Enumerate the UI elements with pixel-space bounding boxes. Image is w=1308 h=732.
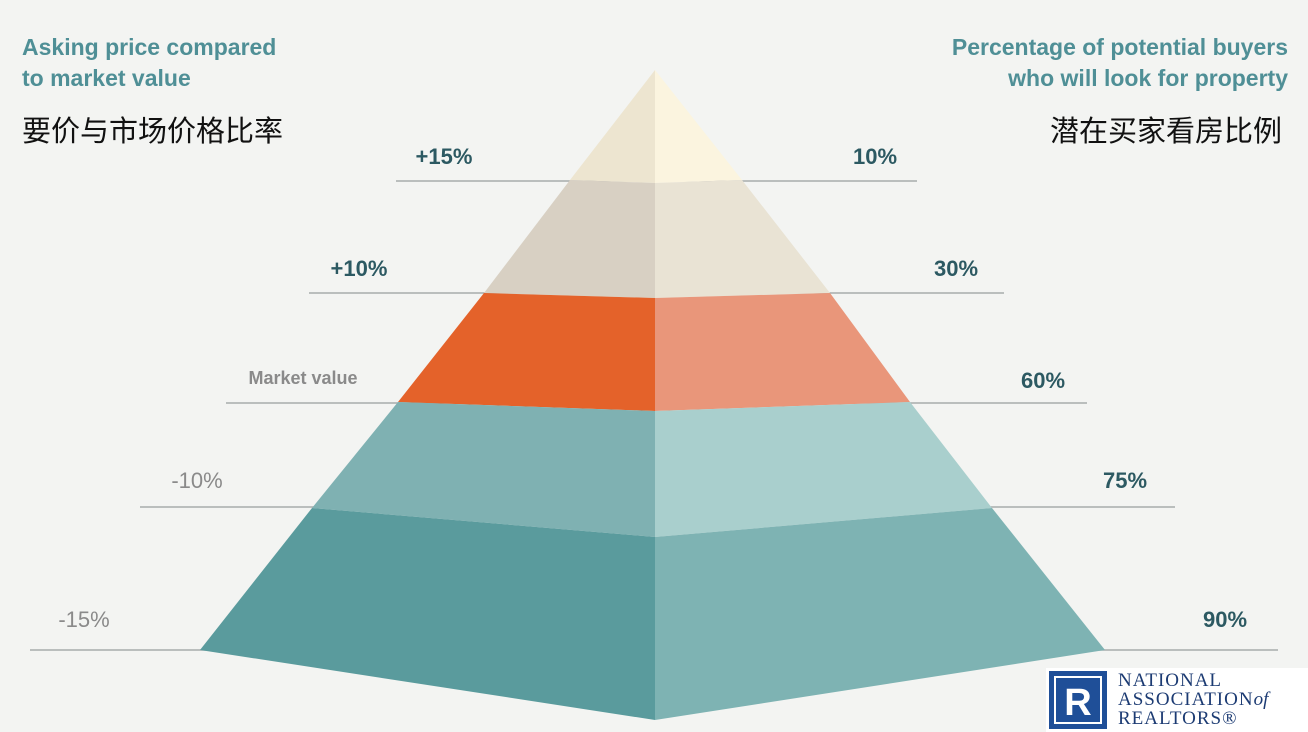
asking-price-heading: Asking price compared to market value [22, 34, 277, 91]
buyers-percentage-heading: Percentage of potential buyers who will … [951, 34, 1288, 91]
buyers-percentage-label-3: 60% [1021, 368, 1065, 393]
realtor-r-icon: R [1049, 671, 1107, 729]
asking-price-label-1: +15% [416, 144, 473, 169]
asking-price-heading-chinese: 要价与市场价格比率 [22, 114, 284, 148]
buyers-percentage-label-4: 75% [1103, 468, 1147, 493]
buyers-percentage-label-5: 90% [1203, 607, 1247, 632]
tier-labels: +15% 10% +10% 30% Market value 60% -10% 75% -15%… [58, 144, 1247, 632]
pyramid-tiers [200, 70, 1105, 720]
asking-price-label-3: Market value [248, 368, 357, 388]
logo-line-national: NATIONAL [1118, 670, 1223, 691]
asking-price-label-4: -10% [171, 468, 222, 493]
buyers-percentage-label-1: 10% [853, 144, 897, 169]
tier-3-left-face [398, 293, 655, 411]
logo-line-association: ASSOCIATION [1118, 689, 1254, 710]
nar-logo: R NATIONAL ASSOCIATIONof REALTORS® [1046, 668, 1308, 732]
logo-line-of: of [1253, 689, 1269, 710]
asking-price-label-2: +10% [331, 256, 388, 281]
buyers-percentage-heading-chinese: 潜在买家看房比例 [1049, 114, 1282, 148]
logo-wordmark: NATIONAL ASSOCIATIONof REALTORS® [1118, 671, 1268, 728]
tier-1-left-face [570, 70, 655, 183]
tier-5-left-face [200, 508, 655, 720]
tier-2-right-face [655, 180, 830, 298]
logo-line-realtors: REALTORS® [1118, 708, 1238, 729]
tier-5-right-face [655, 508, 1105, 720]
svg-text:R: R [1064, 682, 1091, 724]
tier-1-right-face [655, 70, 742, 183]
tier-3-right-face [655, 293, 910, 411]
tier-4-left-face [312, 402, 655, 537]
tier-2-left-face [484, 180, 655, 298]
buyers-percentage-label-2: 30% [934, 256, 978, 281]
asking-price-label-5: -15% [58, 607, 109, 632]
tier-4-right-face [655, 402, 992, 537]
